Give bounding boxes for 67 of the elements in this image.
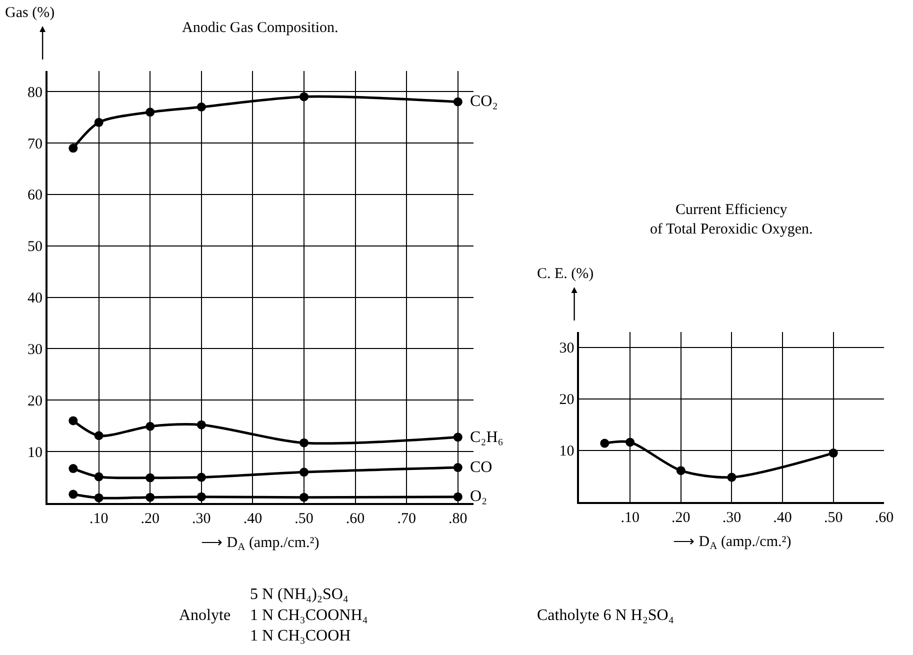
- y-tick-label: 40: [28, 290, 43, 307]
- y-tick-label: 80: [28, 84, 43, 101]
- point: [94, 431, 104, 440]
- chart-title: Current Efficiency of Total Peroxidic Oxygen.: [650, 202, 813, 238]
- point: [626, 438, 635, 447]
- point: [94, 493, 104, 502]
- point: [600, 438, 610, 448]
- x-tick-label: .50: [294, 511, 314, 527]
- point: [94, 118, 104, 127]
- y-axis-title: C. E. (%): [537, 266, 594, 282]
- x-tick-label: .30: [192, 511, 211, 527]
- x-tick-label: .10: [89, 511, 108, 527]
- point: [68, 464, 78, 474]
- y-tick-label: 20: [559, 392, 574, 408]
- point: [676, 466, 686, 476]
- chart-title: Anodic Gas Composition.: [182, 20, 338, 36]
- text: 5 N (NH₄)₂SO₄ 1 N CH₃COONH₄ 1 N CH₃COOH: [250, 586, 368, 645]
- y-tick-label: 30: [28, 342, 43, 358]
- point: [68, 490, 78, 499]
- y-tick-label: 30: [559, 340, 574, 357]
- x-tick-label: .80: [448, 511, 468, 527]
- point: [94, 472, 104, 482]
- y-tick-label: 20: [28, 393, 43, 410]
- point: [300, 492, 309, 502]
- x-axis-title: ⟶ D$_{A}$ (amp./cm.²): [201, 535, 320, 554]
- point: [68, 144, 78, 153]
- y-tick-label: 70: [28, 136, 43, 152]
- series-label: C₂H₆: [470, 429, 504, 446]
- x-tick-label: .20: [672, 510, 690, 526]
- x-tick-label: .40: [773, 510, 792, 526]
- y-tick-label: 10: [28, 444, 43, 461]
- y-axis-title: Gas (%): [5, 5, 55, 21]
- point: [146, 108, 155, 117]
- text: Catholyte 6 N H₂SO₄: [537, 607, 674, 624]
- x-tick-label: .60: [874, 510, 894, 526]
- x-tick-label: .40: [243, 511, 262, 527]
- point: [828, 448, 838, 458]
- point: [196, 492, 206, 502]
- point: [453, 492, 462, 502]
- series-label: CO₂: [470, 93, 498, 110]
- point: [300, 468, 309, 477]
- point: [68, 416, 78, 426]
- point: [146, 473, 155, 482]
- point: [453, 97, 462, 106]
- x-tick-label: .60: [346, 511, 365, 527]
- series-label: O₂: [470, 488, 488, 505]
- point: [196, 420, 206, 430]
- point: [300, 92, 309, 102]
- point: [727, 472, 736, 482]
- point: [453, 432, 462, 442]
- point: [146, 492, 155, 502]
- y-tick-label: 10: [559, 444, 574, 460]
- y-tick-label: 50: [28, 239, 43, 256]
- x-tick-label: .50: [824, 510, 843, 526]
- y-tick-label: 60: [28, 188, 43, 204]
- point: [453, 463, 462, 472]
- x-axis-title: ⟶ D$_{A}$ (amp./cm.²): [673, 534, 792, 552]
- x-tick-label: .70: [397, 511, 416, 527]
- point: [300, 438, 309, 448]
- text: Anolyte: [179, 607, 231, 624]
- point: [196, 472, 206, 482]
- x-tick-label: .20: [140, 511, 160, 527]
- series-label: CO: [470, 459, 492, 476]
- point: [146, 422, 155, 431]
- x-tick-label: .10: [620, 510, 640, 526]
- point: [196, 102, 206, 112]
- x-tick-label: .30: [722, 510, 742, 526]
